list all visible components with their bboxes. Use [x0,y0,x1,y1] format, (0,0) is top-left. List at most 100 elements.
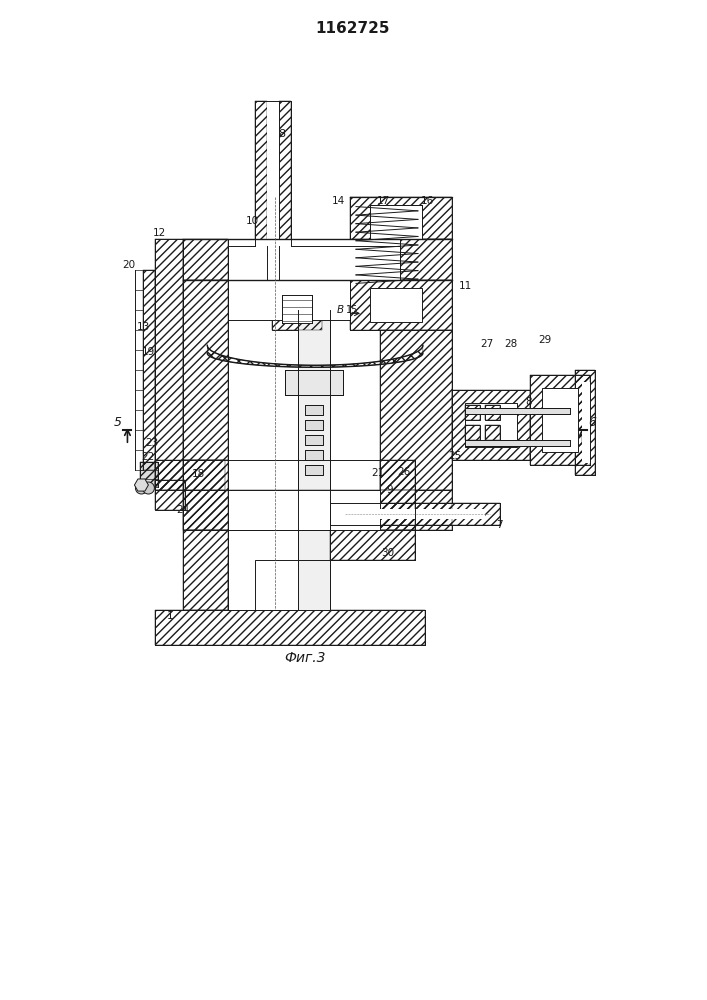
Bar [228,239,400,280]
Text: 5: 5 [113,416,122,429]
Bar [255,101,267,246]
Bar [464,403,517,447]
Bar [156,610,425,645]
Bar [272,285,322,330]
Bar [305,435,323,445]
Bar [350,197,452,239]
Bar [141,462,158,487]
Text: 30: 30 [381,548,395,558]
Bar [380,330,452,490]
Text: 27: 27 [480,339,493,349]
Bar [530,375,590,465]
Text: 12: 12 [153,228,166,238]
Circle shape [136,482,147,494]
Bar [156,460,226,490]
Bar [305,465,323,475]
Bar [452,390,530,460]
Bar [298,310,330,560]
Text: B: B [337,305,344,315]
Text: 13: 13 [136,322,150,332]
Text: 8: 8 [525,397,532,407]
Bar [141,462,158,487]
Bar [485,405,500,420]
Circle shape [142,482,154,494]
Text: 8: 8 [279,129,286,139]
Bar [156,239,183,490]
Bar [582,382,590,463]
Bar [464,425,480,440]
Text: 10: 10 [245,216,259,226]
Bar [156,480,185,510]
Bar [183,280,228,460]
Bar [144,270,156,470]
Bar [350,280,452,330]
Bar [305,420,323,430]
Text: 15: 15 [346,305,358,315]
Bar [267,101,279,246]
Text: 11: 11 [459,281,472,291]
Bar [452,390,530,460]
Text: 19: 19 [142,347,155,357]
Bar [330,503,500,525]
Bar [575,370,595,475]
Bar [183,460,228,530]
Bar [285,370,343,395]
Bar [183,530,228,610]
Bar [530,375,590,465]
Text: 28: 28 [504,339,518,349]
Text: 20: 20 [122,260,135,270]
Bar [272,285,322,330]
Bar [330,503,500,525]
Bar [380,460,415,530]
Bar [542,388,578,452]
Bar [156,460,226,490]
Bar [144,270,156,470]
Text: 16: 16 [421,196,435,206]
Bar [279,101,291,246]
Text: 25: 25 [448,451,462,461]
Bar [183,239,228,280]
Text: 26: 26 [397,467,411,477]
Bar [156,480,185,510]
Bar [485,425,500,440]
Bar [305,450,323,460]
Bar [228,280,350,320]
Text: 22: 22 [141,452,154,462]
Bar [370,205,422,239]
Bar [279,101,291,246]
Bar [464,425,480,440]
Text: 1162725: 1162725 [316,21,390,36]
Bar [485,405,500,420]
Polygon shape [134,479,148,491]
Bar [156,239,183,490]
Bar [350,280,452,330]
Bar [380,460,415,530]
Text: 1: 1 [167,611,174,621]
Text: 21: 21 [371,468,385,478]
Bar [464,440,570,446]
Bar [330,530,415,560]
Bar [400,239,452,280]
Bar [400,239,452,280]
Bar [141,462,158,487]
Bar [255,101,267,246]
Bar [464,408,570,414]
Bar [183,490,452,530]
Bar [183,460,228,530]
Text: 14: 14 [332,196,344,206]
Text: 18: 18 [192,469,205,479]
Bar [228,530,298,610]
Bar [485,425,500,440]
Text: 6: 6 [588,416,597,429]
Bar [370,288,422,322]
Bar [464,405,480,420]
Text: 9: 9 [387,485,393,495]
Bar [464,405,480,420]
Text: 24: 24 [177,505,190,515]
Bar [228,490,380,530]
Bar [183,490,452,530]
Bar [282,295,312,323]
Bar [305,405,323,415]
Bar [228,560,298,610]
Bar [156,610,425,645]
